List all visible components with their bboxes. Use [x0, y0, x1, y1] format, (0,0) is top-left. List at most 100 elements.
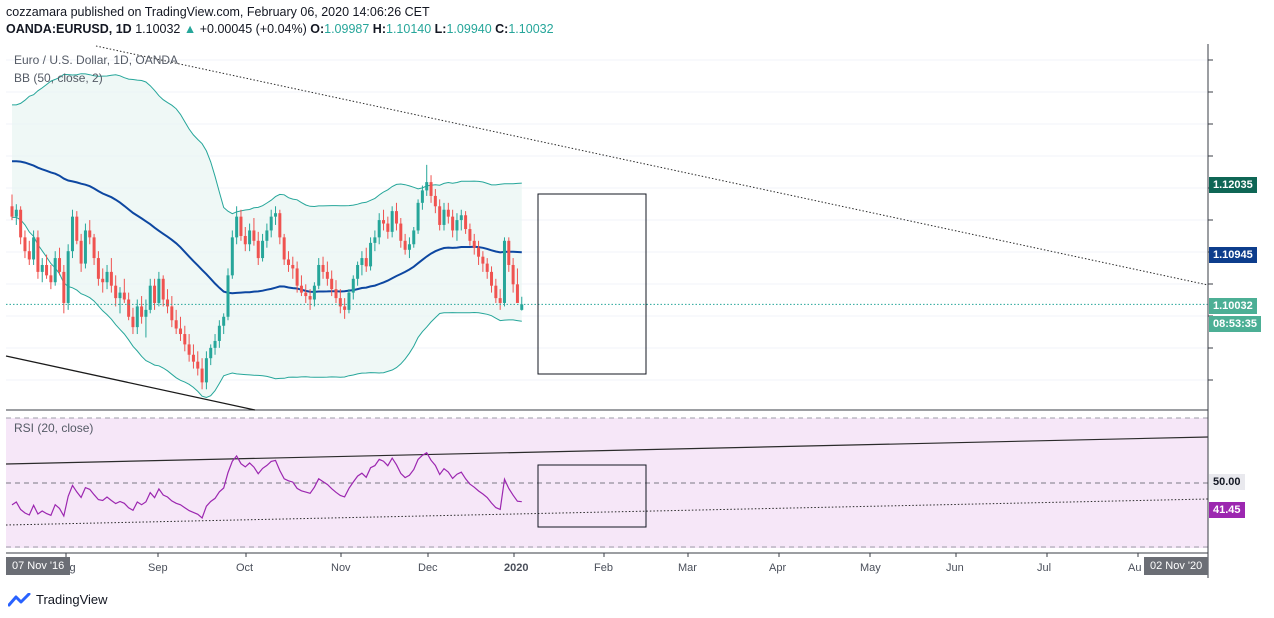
candle: [304, 284, 308, 303]
support-trendline: [5, 355, 256, 411]
candle-body: [83, 230, 87, 264]
candle-body: [45, 264, 49, 276]
candle: [101, 268, 105, 293]
time-axis-label: May: [860, 562, 881, 574]
candle: [153, 278, 157, 310]
candle-body: [217, 325, 221, 341]
symbol-info: OANDA:EURUSD, 1D 1.10032 ▲ +0.00045 (+0.…: [6, 22, 554, 36]
candle: [399, 218, 403, 248]
candle-body: [390, 211, 394, 232]
candle-body: [377, 220, 381, 238]
candle: [494, 278, 498, 303]
candle: [412, 227, 416, 248]
price-pane[interactable]: [5, 44, 1209, 411]
basis-tag: 1.10945: [1209, 247, 1257, 263]
time-axis-label: Apr: [769, 562, 787, 574]
highlight-box-price[interactable]: [537, 193, 647, 375]
rsi-legend[interactable]: RSI (20, close): [14, 421, 94, 435]
time-axis-label: Jul: [1037, 562, 1052, 574]
candle-body: [477, 247, 481, 257]
candle: [200, 358, 204, 390]
candle: [330, 270, 334, 297]
candle-body: [144, 309, 148, 317]
candle: [269, 209, 273, 238]
candle-body: [511, 264, 515, 285]
candle: [79, 233, 83, 272]
candle: [507, 237, 511, 272]
range-end-tag: 02 Nov '20: [1144, 557, 1209, 575]
candle: [191, 344, 195, 369]
candle: [105, 264, 109, 290]
candle-body: [183, 334, 187, 345]
candle: [70, 209, 74, 259]
candle: [511, 258, 515, 293]
candle-body: [438, 206, 442, 225]
candle-body: [520, 304, 524, 310]
tradingview-logo-icon: [8, 592, 31, 606]
time-axis-label: Dec: [418, 562, 438, 574]
candle-body: [222, 316, 226, 326]
rsi-trendline-upper[interactable]: [5, 436, 1209, 465]
candle: [446, 202, 450, 224]
candle: [369, 237, 373, 271]
candle-body: [274, 213, 278, 217]
candle-body: [403, 240, 407, 250]
candle: [394, 202, 398, 231]
candle-body: [166, 299, 170, 307]
candle: [347, 289, 351, 314]
candle: [464, 211, 468, 234]
range-start-tag: 07 Nov '16: [6, 557, 71, 575]
candle-body: [295, 268, 299, 286]
candle-body: [148, 285, 152, 310]
candle: [451, 209, 455, 238]
rsi-pane[interactable]: [5, 417, 1209, 548]
candle: [127, 292, 131, 321]
rsi-trendline-lower[interactable]: [5, 498, 1209, 526]
price-change: +0.00045 (+0.04%): [199, 22, 307, 36]
candle-body: [286, 259, 290, 265]
open-label: O:: [310, 22, 325, 36]
candle: [282, 233, 286, 265]
publish-info: cozzamara published on TradingView.com, …: [6, 5, 430, 19]
time-axis-label: Feb: [594, 562, 613, 574]
footer-brand[interactable]: TradingView: [8, 592, 108, 607]
price-pane-title[interactable]: Euro / U.S. Dollar, 1D, OANDA: [14, 53, 179, 67]
bb-legend[interactable]: BB (50, close, 2): [14, 71, 103, 85]
candle-body: [334, 289, 338, 299]
candle: [83, 223, 87, 269]
candle-body: [433, 195, 437, 207]
candle: [66, 244, 70, 310]
candle-body: [347, 292, 351, 310]
candle-body: [399, 223, 403, 241]
candle-body: [118, 292, 122, 299]
candle-body: [338, 298, 342, 307]
candle-body: [70, 216, 74, 252]
candle: [442, 202, 446, 231]
rsi-mid-tag: 50.00: [1209, 474, 1245, 490]
symbol-label[interactable]: OANDA:EURUSD, 1D: [6, 22, 132, 36]
candle: [472, 233, 476, 255]
candle-body: [498, 298, 502, 303]
candle: [96, 251, 100, 286]
candle: [429, 175, 433, 203]
candle-body: [127, 299, 131, 317]
candle: [161, 275, 165, 307]
candle: [32, 230, 36, 265]
candle: [222, 313, 226, 335]
candle: [382, 209, 386, 231]
open-value: 1.09987: [324, 22, 370, 36]
candle: [109, 258, 113, 293]
time-axis-label: Oct: [236, 562, 254, 574]
candle-body: [515, 284, 519, 303]
candle: [308, 289, 312, 310]
publish-line: cozzamara published on TradingView.com, …: [6, 5, 430, 19]
candle-body: [191, 354, 195, 362]
candle-body: [420, 190, 424, 203]
candle: [274, 206, 278, 225]
highlight-box-rsi[interactable]: [537, 464, 647, 528]
candle: [312, 282, 316, 307]
candle: [343, 298, 347, 319]
candle: [14, 204, 18, 225]
candle-body: [49, 275, 53, 283]
